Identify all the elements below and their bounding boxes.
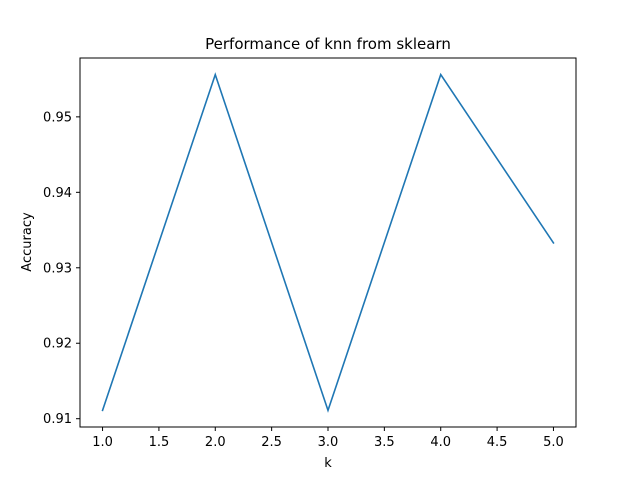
- chart-title: Performance of knn from sklearn: [205, 35, 451, 53]
- y-tick-label: 0.91: [43, 412, 72, 427]
- x-tick-label: 3.5: [374, 435, 395, 450]
- x-tick-label: 1.0: [92, 435, 113, 450]
- x-tick-label: 2.0: [205, 435, 226, 450]
- y-axis-ticks: 0.91 0.92 0.93 0.94 0.95: [43, 110, 80, 427]
- x-tick-label: 4.5: [487, 435, 508, 450]
- series-line-0: [101, 72, 555, 413]
- y-tick-label: 0.94: [43, 186, 72, 201]
- y-tick-label: 0.92: [43, 337, 72, 352]
- x-tick-label: 4.0: [430, 435, 451, 450]
- y-tick-label: 0.95: [43, 110, 72, 125]
- x-tick-label: 1.5: [149, 435, 170, 450]
- x-tick-label: 3.0: [318, 435, 339, 450]
- plot-area: 1.0 1.5 2.0 2.5 3.0 3.5 4.0 4.5 5.0 0.91 0.92 0.93…: [43, 57, 577, 450]
- x-axis-ticks: 1.0 1.5 2.0 2.5 3.0 3.5 4.0 4.5 5.0: [92, 427, 564, 450]
- x-tick-label: 5.0: [543, 435, 564, 450]
- x-axis-label: k: [324, 456, 332, 471]
- series-layer: [101, 72, 555, 413]
- x-tick-label: 2.5: [261, 435, 282, 450]
- y-tick-label: 0.93: [43, 261, 72, 276]
- y-axis-label: Accuracy: [20, 212, 35, 272]
